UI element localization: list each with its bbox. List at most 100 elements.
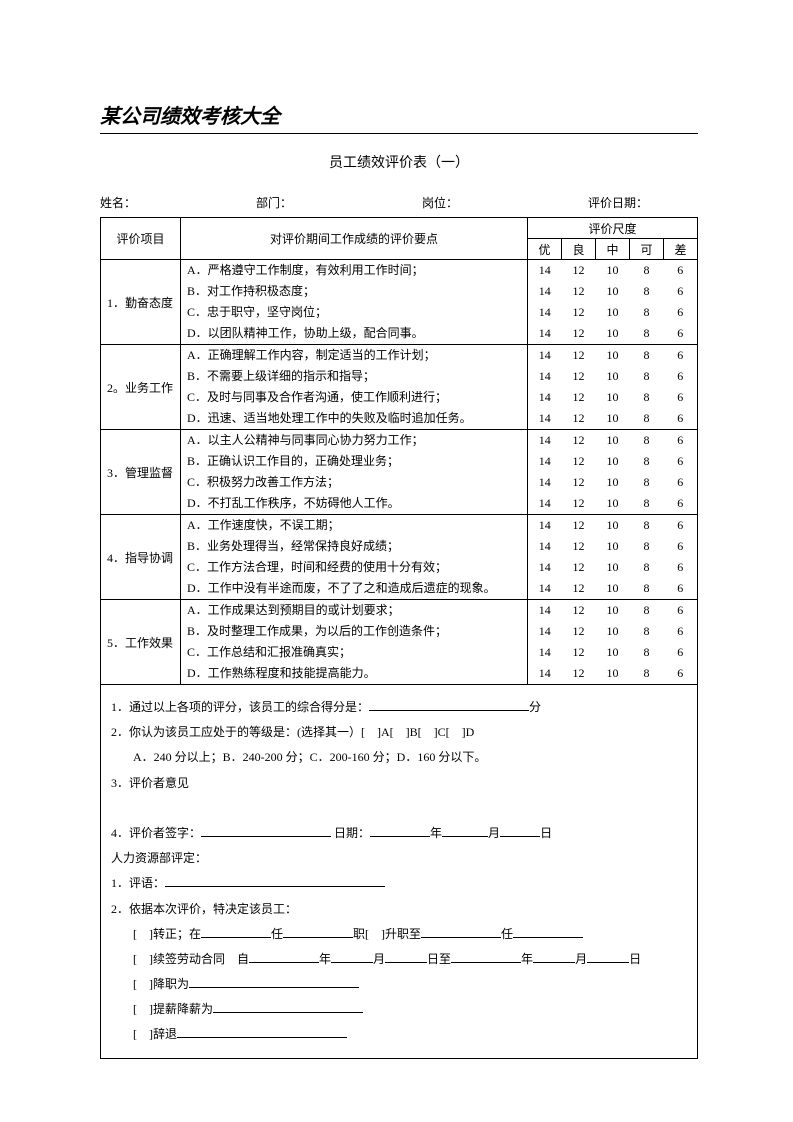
score-cell: 8 — [630, 642, 664, 663]
score-cell: 14 — [528, 281, 562, 302]
point-cell: B．业务处理得当，经常保持良好成绩； — [181, 536, 528, 557]
score-cell: 12 — [562, 642, 596, 663]
score-cell: 10 — [596, 281, 630, 302]
score-cell: 12 — [562, 302, 596, 323]
point-cell: C．工作方法合理，时间和经费的使用十分有效； — [181, 557, 528, 578]
score-cell: 14 — [528, 323, 562, 345]
opt5-blank — [177, 1023, 347, 1038]
score-cell: 6 — [664, 578, 698, 600]
month-label: 月 — [488, 826, 500, 840]
page: 某公司绩效考核大全 员工绩效评价表（一） 姓名： 部门： 岗位： 评价日期： 评… — [0, 0, 793, 1122]
score-cell: 8 — [630, 387, 664, 408]
score-cell: 6 — [664, 557, 698, 578]
header-category: 评价项目 — [101, 218, 181, 260]
scale-2: 中 — [596, 239, 630, 260]
score-cell: 12 — [562, 536, 596, 557]
point-cell: C．忠于职守，坚守岗位； — [181, 302, 528, 323]
point-cell: C．工作总结和汇报准确真实； — [181, 642, 528, 663]
opt2d: 日至 — [427, 952, 451, 966]
score-cell: 14 — [528, 663, 562, 685]
score-cell: 10 — [596, 472, 630, 493]
score-cell: 10 — [596, 387, 630, 408]
score-cell: 12 — [562, 323, 596, 345]
eval-date-label: 评价日期： — [588, 194, 648, 211]
score-cell: 10 — [596, 302, 630, 323]
score-cell: 10 — [596, 323, 630, 345]
score-cell: 10 — [596, 345, 630, 367]
score-cell: 14 — [528, 387, 562, 408]
opt1c: 职[ ]升职至 — [353, 927, 421, 941]
score-cell: 10 — [596, 578, 630, 600]
option-5: [ ]辞退 — [111, 1022, 687, 1047]
name-label: 姓名： — [100, 194, 136, 211]
opt2-blank1 — [249, 948, 319, 963]
opt2-blank6 — [587, 948, 629, 963]
dept-blank — [292, 194, 422, 211]
score-cell: 8 — [630, 493, 664, 515]
opt2c: 月 — [373, 952, 385, 966]
point-cell: D．以团队精神工作，协助上级，配合同事。 — [181, 323, 528, 345]
point-cell: D．迅速、适当地处理工作中的失败及临时追加任务。 — [181, 408, 528, 430]
score-cell: 8 — [630, 345, 664, 367]
point-cell: D．工作中没有半途而废，不了了之和造成后遗症的现象。 — [181, 578, 528, 600]
score-cell: 6 — [664, 515, 698, 537]
point-cell: D．工作熟练程度和技能提高能力。 — [181, 663, 528, 685]
score-cell: 8 — [630, 600, 664, 622]
score-cell: 6 — [664, 536, 698, 557]
score-cell: 14 — [528, 260, 562, 282]
score-cell: 10 — [596, 451, 630, 472]
year-label: 年 — [430, 826, 442, 840]
hr-line-1: 1．评语： — [111, 871, 687, 896]
summary-line-3: 3．评价者意见 — [111, 771, 687, 796]
score-cell: 12 — [562, 472, 596, 493]
opt4-blank — [213, 998, 363, 1013]
line1-text: 1．通过以上各项的评分，该员工的综合得分是： — [111, 700, 369, 714]
option-1: [ ]转正；在任职[ ]升职至任 — [111, 922, 687, 947]
score-cell: 8 — [630, 663, 664, 685]
score-cell: 8 — [630, 557, 664, 578]
score-cell: 6 — [664, 281, 698, 302]
opt2b: 年 — [319, 952, 331, 966]
score-cell: 6 — [664, 345, 698, 367]
opt2-blank2 — [331, 948, 373, 963]
point-cell: A．以主人公精神与同事同心协力努力工作； — [181, 430, 528, 452]
score-cell: 10 — [596, 430, 630, 452]
opt2e: 年 — [521, 952, 533, 966]
score-cell: 6 — [664, 302, 698, 323]
category-cell: 4．指导协调 — [101, 515, 181, 600]
document-title: 某公司绩效考核大全 — [100, 100, 698, 129]
score-cell: 12 — [562, 557, 596, 578]
year-blank — [370, 822, 430, 837]
score-cell: 6 — [664, 493, 698, 515]
score-cell: 12 — [562, 430, 596, 452]
score-cell: 14 — [528, 345, 562, 367]
score-cell: 14 — [528, 430, 562, 452]
opt2g: 日 — [629, 952, 641, 966]
score-cell: 12 — [562, 408, 596, 430]
score-cell: 10 — [596, 621, 630, 642]
opinion-blank-line — [111, 796, 687, 821]
score-cell: 10 — [596, 493, 630, 515]
score-cell: 8 — [630, 536, 664, 557]
score-cell: 14 — [528, 557, 562, 578]
opt2-blank4 — [451, 948, 521, 963]
eval-table: 评价项目 对评价期间工作成绩的评价要点 评价尺度 优 良 中 可 差 1．勤奋态… — [100, 217, 698, 685]
score-cell: 6 — [664, 387, 698, 408]
opt2a: [ ]续签劳动合同 自 — [133, 952, 249, 966]
score-cell: 12 — [562, 621, 596, 642]
score-cell: 14 — [528, 642, 562, 663]
score-cell: 6 — [664, 451, 698, 472]
score-cell: 6 — [664, 663, 698, 685]
score-cell: 14 — [528, 493, 562, 515]
point-cell: A．正确理解工作内容，制定适当的工作计划； — [181, 345, 528, 367]
point-cell: A．严格遵守工作制度，有效利用工作时间； — [181, 260, 528, 282]
bottom-section: 1．通过以上各项的评分，该员工的综合得分是：分 2．你认为该员工应处于的等级是：… — [100, 685, 698, 1059]
score-cell: 12 — [562, 281, 596, 302]
info-row: 姓名： 部门： 岗位： 评价日期： — [100, 194, 698, 211]
score-cell: 6 — [664, 260, 698, 282]
point-cell: A．工作成果达到预期目的或计划要求； — [181, 600, 528, 622]
score-cell: 8 — [630, 408, 664, 430]
score-cell: 12 — [562, 600, 596, 622]
category-cell: 5．工作效果 — [101, 600, 181, 685]
score-cell: 14 — [528, 600, 562, 622]
